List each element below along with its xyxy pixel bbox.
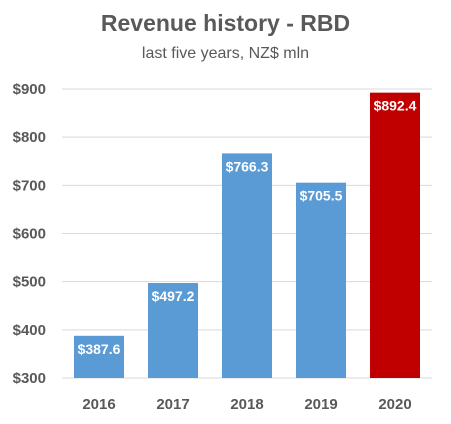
chart-title: Revenue history - RBD: [100, 10, 351, 36]
bar: [222, 153, 272, 378]
bar: [370, 92, 420, 378]
data-label: $497.2: [152, 288, 195, 304]
data-label: $705.5: [300, 188, 343, 204]
bar: [74, 335, 124, 378]
data-label: $387.6: [78, 341, 121, 357]
y-tick-label: $900: [13, 81, 46, 98]
x-tick-label: 2016: [82, 396, 115, 413]
x-tick-label: 2018: [230, 396, 263, 413]
x-axis: 2016 2017 2018 2019 2020: [82, 396, 411, 413]
y-tick-label: $300: [13, 370, 46, 387]
y-tick-label: $400: [13, 322, 46, 339]
y-tick-label: $700: [13, 177, 46, 194]
chart-subtitle: last five years, NZ$ mln: [141, 45, 310, 62]
x-tick-label: 2020: [378, 396, 411, 413]
x-tick-label: 2017: [156, 396, 189, 413]
y-axis: $300 $400 $500 $600 $700 $800 $900: [13, 81, 46, 387]
bar: [148, 283, 198, 378]
bar: [296, 182, 346, 378]
y-tick-label: $500: [13, 274, 46, 291]
y-tick-label: $600: [13, 226, 46, 243]
bars: $387.6 $497.2 $766.3 $705.5 $892.4: [74, 92, 420, 378]
data-label: $766.3: [226, 158, 269, 174]
y-tick-label: $800: [13, 129, 46, 146]
x-tick-label: 2019: [304, 396, 337, 413]
data-label: $892.4: [374, 98, 417, 114]
